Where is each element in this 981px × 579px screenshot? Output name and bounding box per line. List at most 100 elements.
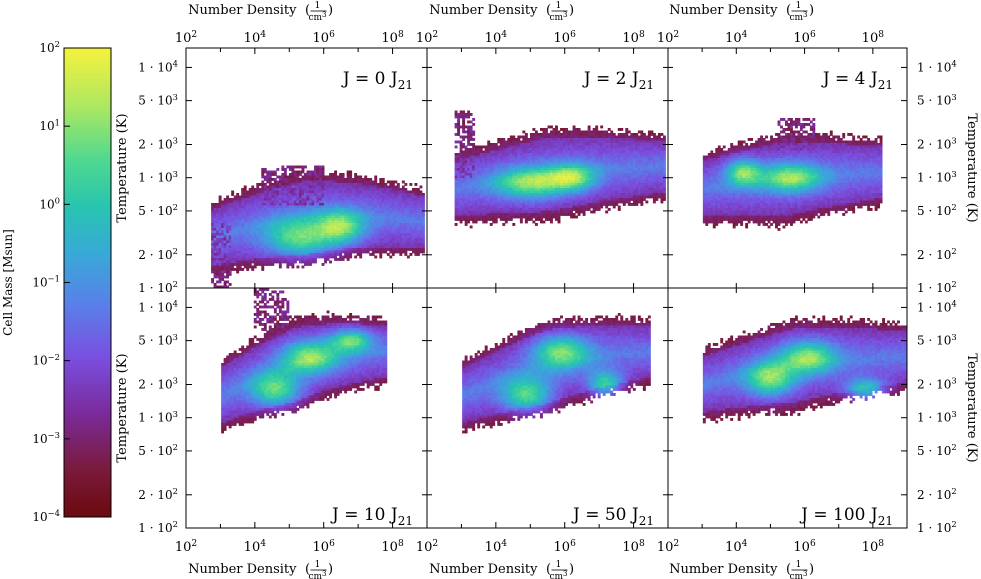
density-cell xyxy=(454,168,458,171)
density-cell xyxy=(253,215,257,219)
density-cell xyxy=(374,203,378,206)
density-cell xyxy=(379,230,383,234)
density-cell xyxy=(218,263,222,266)
density-cell xyxy=(263,255,267,259)
density-cell xyxy=(572,168,576,171)
density-cell xyxy=(602,165,606,169)
density-cell xyxy=(590,145,594,149)
density-cell xyxy=(359,208,363,211)
density-cell xyxy=(309,215,312,219)
density-cell xyxy=(532,215,536,219)
density-cell xyxy=(582,138,586,141)
density-cell xyxy=(454,178,458,181)
density-cell xyxy=(532,170,536,174)
density-cell xyxy=(301,170,305,174)
density-cell xyxy=(570,195,574,199)
density-cell xyxy=(311,225,315,229)
density-cell xyxy=(479,170,483,174)
density-cell xyxy=(489,143,493,146)
density-cell xyxy=(346,240,350,244)
density-cell xyxy=(351,210,355,214)
density-cell xyxy=(324,258,327,261)
density-cell xyxy=(514,150,518,154)
density-cell xyxy=(256,213,260,216)
density-cell xyxy=(326,225,330,229)
density-cell xyxy=(610,173,614,176)
density-cell xyxy=(326,190,330,194)
density-cell xyxy=(469,188,473,191)
density-cell xyxy=(276,223,280,226)
density-cell xyxy=(396,195,400,199)
density-cell xyxy=(293,175,297,179)
density-cell xyxy=(600,148,604,151)
density-cell xyxy=(291,165,295,169)
density-cell xyxy=(509,195,513,199)
density-cell xyxy=(341,190,345,194)
density-cell xyxy=(517,163,521,166)
density-cell xyxy=(233,250,237,254)
density-cell xyxy=(321,188,325,191)
density-cell xyxy=(605,185,609,189)
density-cell xyxy=(489,210,493,214)
density-cell xyxy=(293,250,297,254)
density-cell xyxy=(381,248,385,251)
density-cell xyxy=(459,193,463,196)
density-cell xyxy=(256,193,260,196)
density-cell xyxy=(268,205,272,209)
density-cell xyxy=(278,265,282,269)
density-cell xyxy=(256,208,260,211)
density-cell xyxy=(346,238,350,241)
density-cell xyxy=(557,220,561,224)
density-cell xyxy=(459,168,463,171)
density-cell xyxy=(339,175,343,179)
density-cell xyxy=(301,198,305,201)
density-cell xyxy=(218,208,222,211)
density-cell xyxy=(386,208,390,211)
density-cell xyxy=(537,203,541,206)
density-cell xyxy=(286,215,290,219)
density-cell xyxy=(389,250,393,254)
density-cell xyxy=(592,150,596,154)
density-cell xyxy=(298,205,302,209)
density-cell xyxy=(326,235,330,239)
density-cell xyxy=(334,243,338,246)
density-cell xyxy=(522,153,526,156)
density-cell xyxy=(346,233,350,236)
density-cell xyxy=(258,255,262,259)
density-cell xyxy=(457,173,461,176)
density-cell xyxy=(251,185,255,189)
density-cell xyxy=(283,243,287,246)
density-cell xyxy=(605,210,609,214)
density-cell xyxy=(356,245,360,249)
density-cell xyxy=(489,180,493,184)
density-cell xyxy=(283,183,287,186)
density-cell xyxy=(592,210,596,214)
density-cell xyxy=(314,188,317,191)
density-cell xyxy=(273,218,277,221)
density-cell xyxy=(512,205,516,209)
density-cell xyxy=(246,265,250,269)
density-cell xyxy=(519,183,523,186)
density-cell xyxy=(519,160,523,164)
density-cell xyxy=(261,268,265,271)
density-cell xyxy=(288,220,292,224)
density-cell xyxy=(309,180,312,184)
density-cell xyxy=(226,213,230,216)
density-cell xyxy=(542,140,546,144)
density-cell xyxy=(389,230,393,234)
density-cell xyxy=(283,238,287,241)
density-cell xyxy=(356,193,360,196)
density-cell xyxy=(502,160,506,164)
density-cell xyxy=(324,228,327,231)
density-cell xyxy=(376,250,380,254)
density-cell xyxy=(364,230,368,234)
density-cell xyxy=(560,160,563,164)
density-cell xyxy=(474,213,478,216)
density-cell xyxy=(344,235,348,239)
density-cell xyxy=(316,253,320,256)
density-cell xyxy=(582,180,586,184)
density-cell xyxy=(539,213,543,216)
density-cell xyxy=(346,208,350,211)
density-cell xyxy=(293,210,297,214)
density-cell xyxy=(547,210,551,214)
